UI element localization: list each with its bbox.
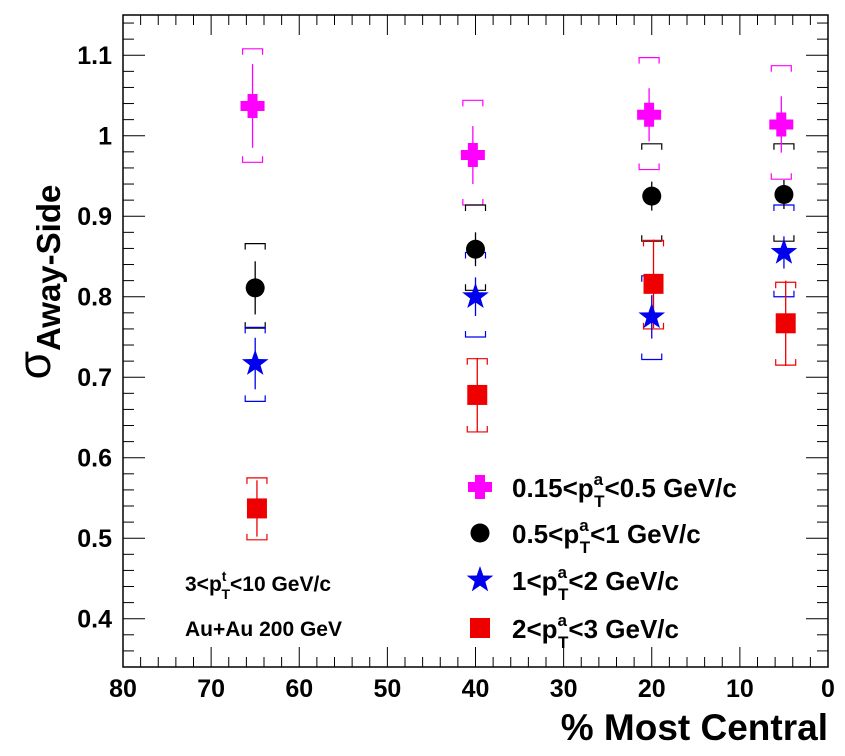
data-point	[769, 112, 794, 137]
x-tick-label: 40	[462, 675, 490, 703]
sys-bracket-bottom	[246, 533, 268, 541]
data-point	[637, 102, 662, 127]
data-point	[770, 238, 798, 264]
sys-bracket-top	[462, 99, 484, 107]
x-tick-label: 0	[821, 675, 835, 703]
data-point	[638, 302, 666, 329]
x-tick-label: 80	[109, 675, 137, 703]
data-point	[775, 313, 796, 334]
systematic-brackets	[241, 48, 797, 541]
y-axis-label-subscript: Away-Side	[30, 185, 67, 351]
plot-frame	[122, 14, 829, 668]
sys-bracket-bottom	[244, 395, 266, 402]
data-point	[240, 93, 265, 118]
data-point	[241, 349, 269, 375]
data-point	[642, 186, 662, 206]
sys-bracket-bottom	[462, 198, 484, 206]
data-point	[467, 384, 488, 405]
legend-marker	[470, 618, 490, 638]
data-point	[643, 273, 664, 294]
legend-marker	[470, 523, 490, 543]
legend: 0.15<pa T<0.5 GeV/c 0.5<pa T<1 GeV/c 1<pa T<2…	[466, 470, 737, 652]
y-tick-label: 1	[98, 123, 112, 151]
sys-bracket-bottom	[244, 322, 266, 329]
sys-bracket-top	[641, 143, 663, 150]
sys-bracket-top	[246, 477, 268, 484]
y-axis-label-symbol: σ	[8, 351, 60, 379]
x-tick-label: 70	[197, 675, 225, 703]
data-markers	[240, 93, 798, 519]
x-axis-label: % Most Central	[561, 707, 828, 748]
y-tick-label: 0.9	[77, 203, 112, 231]
y-tick-label: 0.5	[77, 525, 112, 553]
data-point	[245, 278, 265, 298]
sys-bracket-top	[638, 57, 660, 64]
sys-bracket-bottom	[641, 353, 663, 361]
legend-marker	[466, 566, 494, 592]
legend-label: 1<pa T<2 GeV/c	[512, 563, 679, 604]
x-tick-labels: 80 70 60 50 40 30 20 10 0	[109, 675, 835, 703]
sys-bracket-top	[244, 243, 266, 250]
annotation-trigger-pt: 3<pt T<10 GeV/c	[185, 568, 331, 602]
annotations: 3<pt T<10 GeV/c Au+Au 200 GeV	[185, 568, 342, 641]
sys-bracket-top	[770, 65, 792, 72]
error-bars	[251, 64, 787, 537]
sys-bracket-top	[773, 143, 795, 150]
x-tick-label: 30	[550, 675, 578, 703]
sys-bracket-bottom	[641, 235, 663, 242]
x-tick-label: 50	[373, 675, 401, 703]
y-tick-label: 0.4	[77, 606, 112, 634]
y-tick-label: 0.8	[77, 284, 112, 312]
sys-bracket-bottom	[464, 330, 487, 338]
sys-bracket-top	[464, 204, 487, 211]
sys-bracket-top	[241, 48, 264, 55]
legend-label: 0.5<pa T<1 GeV/c	[512, 516, 701, 557]
y-tick-label: 0.7	[77, 364, 112, 392]
sys-bracket-top	[244, 326, 266, 334]
y-tick-labels: 0.4 0.5 0.6 0.7 0.8 0.9 1 1.1	[77, 42, 112, 633]
sys-bracket-bottom	[773, 290, 795, 298]
data-point	[466, 239, 485, 259]
legend-label: 2<pa T<3 GeV/c	[512, 611, 679, 652]
x-tick-label: 20	[638, 675, 666, 703]
axis-ticks	[122, 15, 829, 668]
legend-marker	[468, 475, 492, 499]
sys-bracket-bottom	[642, 322, 665, 330]
x-tick-label: 60	[285, 675, 313, 703]
sys-bracket-bottom	[770, 173, 792, 180]
y-tick-label: 1.1	[77, 42, 112, 70]
y-axis-label: σAway-Side	[8, 185, 67, 380]
y-tick-label: 0.6	[77, 445, 112, 473]
legend-label: 0.15<pa T<0.5 GeV/c	[512, 470, 737, 511]
data-point	[774, 185, 794, 205]
data-point	[462, 282, 489, 309]
sys-bracket-bottom	[241, 156, 264, 163]
x-tick-label: 10	[726, 675, 754, 703]
data-point	[246, 498, 267, 519]
sys-bracket-bottom	[638, 163, 660, 171]
data-point	[460, 143, 485, 168]
annotation-collision-system: Au+Au 200 GeV	[185, 618, 342, 641]
